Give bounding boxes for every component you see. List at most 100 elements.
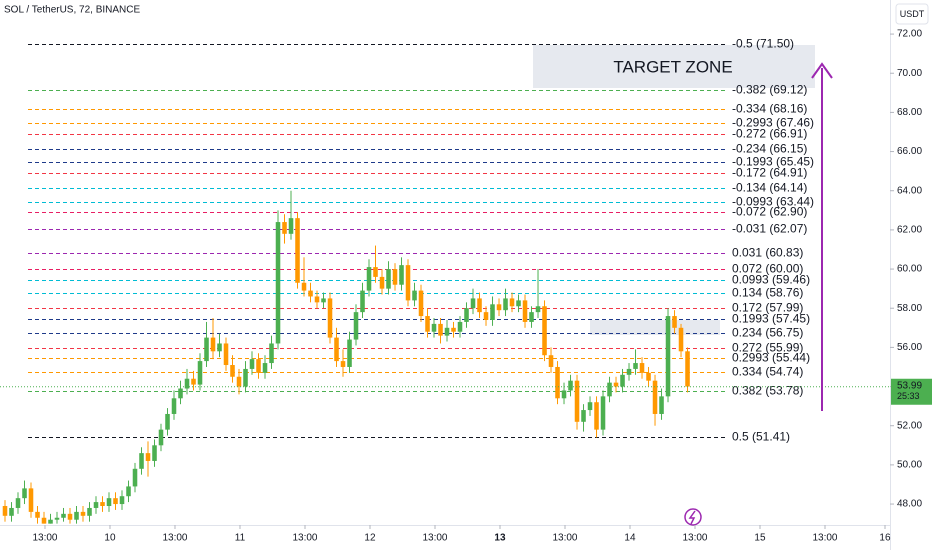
- candle-body: [249, 359, 255, 369]
- candle-body: [594, 402, 599, 430]
- candle-body: [425, 316, 430, 332]
- candle-body: [347, 339, 352, 367]
- candle-body: [35, 511, 40, 518]
- fib-label: 0.172 (57.99): [732, 301, 803, 315]
- candle-body: [685, 351, 690, 387]
- candle-body: [48, 519, 53, 524]
- candle-body: [470, 298, 476, 309]
- candle-body: [308, 290, 313, 297]
- candle-body: [100, 502, 105, 507]
- candle-body: [80, 511, 86, 516]
- fib-label: 0.0993 (59.46): [732, 273, 810, 287]
- candle-body: [542, 306, 547, 356]
- candle-body: [204, 337, 209, 362]
- candle-body: [373, 267, 378, 277]
- fib-label: 0.134 (58.76): [732, 286, 803, 300]
- candle-body: [535, 306, 541, 313]
- candle-body: [113, 498, 118, 505]
- fib-label: -0.172 (64.91): [732, 166, 807, 180]
- candle-body: [321, 298, 326, 303]
- candle-body: [613, 382, 619, 387]
- fib-label: -0.2993 (67.46): [732, 116, 814, 130]
- candle-body: [22, 488, 27, 499]
- candle-body: [145, 453, 151, 461]
- fib-label: -0.072 (62.90): [732, 205, 807, 219]
- candle-body: [353, 312, 359, 340]
- candle-body: [41, 517, 47, 524]
- candle-body: [236, 376, 242, 387]
- x-tick-label: 15: [754, 533, 766, 544]
- candle-body: [659, 396, 664, 414]
- candle-body: [15, 498, 21, 508]
- candle-body: [28, 488, 34, 512]
- candle-body: [509, 298, 515, 307]
- candle-body: [191, 378, 196, 385]
- candle-body: [581, 410, 586, 422]
- target-arrow-head: [811, 62, 833, 79]
- candle-body: [340, 361, 346, 367]
- candle-body: [178, 388, 183, 399]
- candle-body: [438, 323, 443, 336]
- fib-label: 0.072 (60.00): [732, 262, 803, 276]
- event-icon[interactable]: [684, 508, 702, 526]
- candle-body: [314, 296, 320, 303]
- y-tick-label: 72.00: [897, 29, 922, 40]
- x-tick-label: 13:00: [422, 533, 447, 544]
- event-icon-bolt: [688, 510, 696, 525]
- candle-body: [561, 390, 567, 399]
- candle-body: [672, 316, 677, 328]
- candle-body: [652, 380, 658, 414]
- countdown: 25:33: [897, 391, 920, 401]
- y-tick-label: 58.00: [897, 303, 922, 314]
- x-tick-label: 10: [104, 533, 116, 544]
- x-tick-label: 13:00: [32, 533, 57, 544]
- fib-label: -0.0993 (63.44): [732, 195, 814, 209]
- y-tick-label: 48.00: [897, 499, 922, 510]
- candle-body: [496, 304, 502, 311]
- candle-body: [477, 298, 482, 313]
- x-tick-label: 13:00: [682, 533, 707, 544]
- candle-body: [171, 398, 177, 414]
- candle-body: [288, 218, 294, 234]
- target-zone-label: TARGET ZONE: [613, 57, 732, 76]
- fib-label: -0.031 (62.07): [732, 222, 807, 236]
- fib-label: 0.334 (54.74): [732, 365, 803, 379]
- fib-label: -0.234 (66.15): [732, 142, 807, 156]
- candle-body: [626, 368, 632, 375]
- zone-box: [590, 320, 720, 335]
- fib-label: 0.234 (56.75): [732, 326, 803, 340]
- candle-body: [262, 363, 268, 373]
- candle-body: [139, 453, 144, 469]
- x-tick-label: 14: [624, 533, 636, 544]
- candle-body: [405, 265, 411, 301]
- candle-body: [197, 361, 203, 385]
- x-tick-label: 12: [364, 533, 376, 544]
- candle-body: [256, 359, 261, 373]
- candle-body: [230, 365, 235, 377]
- fib-label: 0.2993 (55.44): [732, 351, 810, 365]
- candle-body: [620, 374, 625, 387]
- candle-body: [295, 218, 300, 283]
- candle-body: [210, 337, 216, 352]
- chart-title: SOL / TetherUS, 72, BINANCE: [4, 5, 140, 16]
- fib-label: 0.272 (55.99): [732, 341, 803, 355]
- fib-label: 0.382 (53.78): [732, 384, 803, 398]
- candle-body: [223, 343, 229, 366]
- candle-body: [451, 327, 456, 332]
- candle-body: [152, 445, 157, 461]
- fib-label: -0.1993 (65.45): [732, 155, 814, 169]
- candle-body: [360, 290, 365, 313]
- candle-body: [67, 513, 73, 520]
- candle-body: [334, 337, 339, 362]
- y-tick-label: 66.00: [897, 146, 922, 157]
- candle-body: [516, 300, 521, 307]
- candle-body: [184, 378, 190, 389]
- candle-body: [600, 396, 606, 430]
- candle-body: [327, 298, 333, 338]
- x-tick-label: 11: [235, 533, 246, 544]
- candle-body: [386, 269, 391, 289]
- y-tick-label: 56.00: [897, 342, 922, 353]
- candle-body: [529, 312, 534, 322]
- candle-body: [158, 429, 164, 446]
- candle-body: [243, 368, 248, 387]
